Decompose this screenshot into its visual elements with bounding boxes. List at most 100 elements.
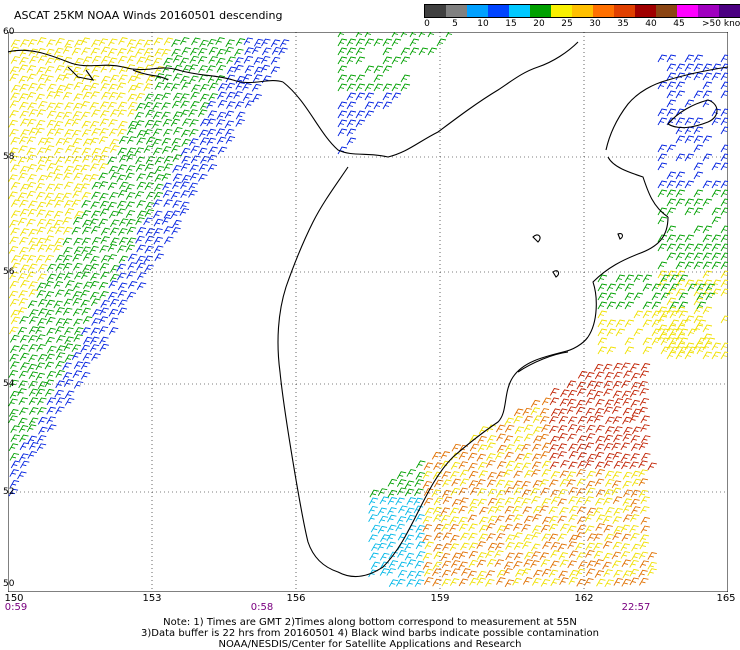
wind-barb — [606, 301, 617, 310]
wind-barb — [44, 75, 54, 84]
wind-barb — [126, 147, 137, 156]
wind-barb — [702, 351, 713, 360]
wind-barb — [208, 82, 219, 91]
wind-barb — [153, 236, 163, 245]
wind-barb — [136, 210, 147, 219]
wind-barb — [171, 39, 181, 48]
wind-barb — [513, 470, 523, 479]
wind-barb — [503, 469, 513, 478]
wind-barb — [143, 101, 154, 110]
wind-barb — [54, 65, 65, 73]
wind-barb — [26, 190, 36, 199]
wind-barb — [56, 345, 66, 354]
wind-barb — [377, 525, 388, 534]
wind-barb — [162, 118, 173, 127]
wind-barb — [657, 261, 668, 270]
wind-barb — [568, 443, 578, 452]
wind-barb — [161, 137, 171, 146]
wind-barb — [603, 388, 613, 397]
wind-barb — [36, 237, 46, 246]
wind-barb — [451, 498, 462, 507]
wind-barb — [100, 299, 110, 308]
wind-barb — [198, 129, 209, 138]
wind-barb — [180, 181, 190, 190]
wind-barb — [720, 117, 728, 126]
wind-barb — [180, 163, 191, 171]
wind-barb — [622, 505, 633, 513]
wind-barb — [127, 109, 137, 117]
wind-barb — [8, 370, 19, 378]
wind-barb — [497, 444, 507, 453]
wind-barb — [613, 507, 623, 516]
wind-barb — [711, 189, 722, 198]
wind-barb — [485, 570, 495, 578]
wind-barb — [44, 65, 55, 74]
wind-barb — [568, 451, 579, 459]
wind-barb — [593, 381, 604, 390]
wind-barb — [624, 346, 635, 355]
wind-barb — [550, 489, 560, 498]
wind-barb — [107, 156, 117, 165]
wind-barb — [720, 54, 728, 63]
wind-barb — [81, 192, 91, 200]
wind-barb — [11, 255, 21, 263]
wind-barb — [603, 569, 613, 577]
wind-barb — [496, 433, 506, 442]
wind-barb — [355, 32, 363, 38]
wind-barb — [337, 65, 348, 74]
wind-barb — [624, 337, 635, 346]
wind-barb — [98, 218, 109, 227]
wind-barb — [126, 154, 136, 162]
wind-barb — [198, 163, 209, 172]
wind-barb — [440, 552, 451, 561]
wind-barb — [134, 147, 144, 156]
wind-barb — [585, 542, 595, 551]
wind-barb — [72, 190, 82, 199]
wind-barb — [216, 111, 227, 120]
wind-barb — [72, 147, 82, 156]
wind-barb — [586, 560, 596, 569]
wind-barb — [163, 210, 174, 219]
wind-barb — [515, 569, 525, 577]
wind-barb — [368, 534, 378, 543]
wind-barb — [11, 84, 21, 93]
wind-barb — [486, 533, 496, 541]
wind-barb — [541, 397, 552, 406]
wind-barb — [559, 470, 569, 479]
wind-barb — [164, 236, 174, 245]
legend-swatch — [467, 5, 488, 17]
wind-barb — [531, 532, 541, 540]
wind-barb — [10, 434, 20, 443]
wind-barb — [373, 101, 384, 110]
wind-barb — [575, 406, 586, 415]
wind-barb — [613, 460, 623, 469]
wind-barb — [81, 327, 91, 335]
wind-barb — [702, 72, 713, 81]
wind-barb — [615, 301, 626, 310]
wind-barb — [720, 144, 728, 153]
wind-barb — [224, 46, 234, 55]
wind-barb — [91, 147, 102, 156]
wind-barb — [604, 579, 614, 588]
wind-barb — [487, 515, 498, 524]
wind-barb — [449, 524, 459, 532]
wind-barb — [621, 380, 631, 389]
wind-barb — [702, 135, 713, 144]
wind-barb — [684, 279, 695, 288]
wind-barb — [557, 425, 568, 433]
wind-barb — [216, 48, 226, 57]
wind-barb — [451, 552, 462, 561]
wind-barb — [10, 309, 20, 318]
wind-barb — [36, 443, 47, 452]
wind-barb — [720, 153, 728, 162]
wind-barb — [26, 424, 37, 433]
wind-barb — [678, 328, 689, 337]
wind-barb — [190, 145, 200, 154]
wind-barb — [657, 54, 668, 63]
wind-barb — [38, 426, 48, 435]
wind-barb — [117, 307, 128, 316]
wind-barb — [36, 435, 47, 443]
wind-barb — [380, 534, 390, 543]
wind-barb — [595, 399, 605, 407]
wind-barb — [19, 110, 29, 119]
